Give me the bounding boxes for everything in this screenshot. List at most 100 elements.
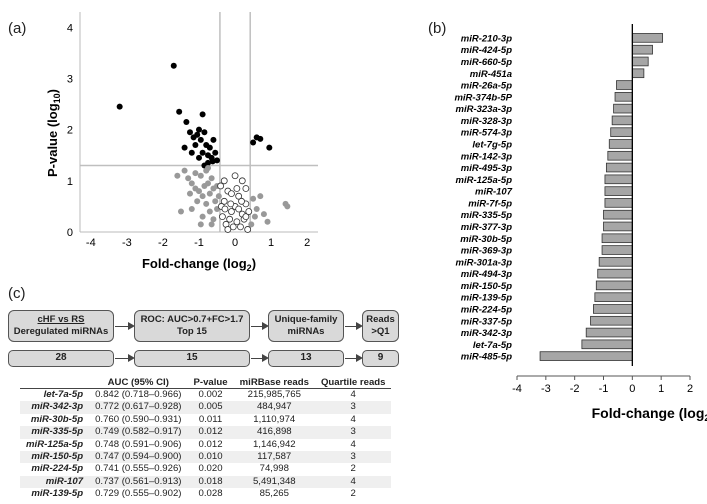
- data-point-nonsignificant: [185, 175, 192, 182]
- cell-mirna: miR-107: [20, 475, 90, 489]
- category-label: miR-125a-5p: [456, 175, 513, 186]
- panel-label-b: (b): [428, 20, 447, 37]
- data-point-below-threshold: [219, 213, 226, 221]
- data-point-below-threshold: [220, 197, 228, 205]
- bar: [608, 139, 633, 149]
- cell-mirna: miR-335-5p: [20, 426, 90, 439]
- table-row: let-7a-5p 0.842 (0.718–0.966) 0.002 215,985…: [20, 389, 391, 402]
- bar: [603, 221, 633, 232]
- category-label: let-7g-5p: [472, 139, 512, 150]
- bar: [604, 198, 633, 208]
- bar: [593, 304, 633, 314]
- data-point-nonsignificant: [197, 172, 204, 179]
- cell-reads: 85,265: [259, 488, 289, 500]
- data-point-nonsignificant: [174, 172, 181, 179]
- cell-quartile: 4: [350, 438, 356, 450]
- y-tick-label: 3: [67, 74, 73, 86]
- bar: [601, 233, 633, 244]
- data-point-below-threshold: [242, 213, 250, 221]
- bar: [595, 280, 633, 291]
- table-row: miR-139-5p 0.729 (0.555–0.902) 0.028 85,265…: [20, 488, 391, 500]
- category-label: miR-26a-5p: [461, 81, 512, 92]
- flow-arrow-1: [115, 321, 135, 330]
- x-tick-label: -1: [194, 237, 204, 249]
- cell-quartile: 3: [314, 426, 392, 439]
- flow-count-arrow-1: [115, 353, 135, 362]
- table-row: miR-150-5p 0.747 (0.594–0.900) 0.010 117,58…: [20, 451, 392, 464]
- category-label: miR-7f-5p: [468, 198, 512, 209]
- cell-quartile: 4: [350, 389, 356, 400]
- cell-pvalue: 0.010: [187, 451, 234, 464]
- category-label: miR-369-3p: [461, 246, 512, 257]
- bar: [616, 80, 633, 90]
- data-point-significant: [199, 149, 206, 156]
- data-point-significant: [170, 62, 177, 69]
- data-point-below-threshold: [217, 182, 225, 190]
- data-point-nonsignificant: [212, 198, 219, 205]
- y-tick-label: 4: [67, 22, 73, 34]
- category-labels: miR-210-3pmiR-424-5pmiR-660-5pmiR-451ami…: [454, 33, 512, 362]
- cell-quartile: 2: [350, 488, 356, 500]
- table-row: miR-107 0.737 (0.561–0.913) 0.018 5,491,348…: [20, 475, 392, 489]
- cell-auc: 0.747 (0.594–0.900): [89, 451, 188, 464]
- col-header-mirna: [20, 376, 90, 389]
- panel-label-c: (c): [8, 285, 26, 302]
- flow-step-1-title: cHF vs RS: [37, 314, 85, 325]
- data-point-below-threshold: [242, 185, 250, 192]
- category-label: miR-574-3p: [461, 128, 512, 139]
- cell-auc: 0.760 (0.590–0.931): [95, 413, 182, 425]
- flow-step-1-subtitle: Deregulated miRNAs: [13, 326, 109, 337]
- data-point-below-threshold: [244, 226, 252, 233]
- cell-reads: 74,998: [259, 463, 289, 475]
- cell-reads: 484,947: [233, 401, 315, 414]
- data-point-nonsignificant: [260, 211, 267, 218]
- data-point-significant: [206, 144, 213, 151]
- table-header-row: AUC (95% CI) P-value miRBase reads Quart…: [20, 376, 392, 389]
- data-point-significant: [116, 103, 123, 110]
- x-tick-label: 1: [268, 237, 274, 249]
- category-label: miR-328-3p: [461, 116, 512, 127]
- table-row: miR-335-5p 0.749 (0.582–0.917) 0.012 416,89…: [20, 426, 392, 439]
- data-point-nonsignificant: [181, 167, 188, 174]
- cell-auc: 0.748 (0.591–0.906): [95, 438, 182, 450]
- data-point-significant: [210, 136, 217, 143]
- category-label: miR-424-5p: [461, 45, 512, 56]
- data-point-nonsignificant: [205, 165, 212, 172]
- volcano-points: [116, 62, 291, 233]
- flow-arrow-2: [251, 321, 269, 330]
- data-point-significant: [199, 111, 206, 118]
- cell-quartile: 3: [314, 401, 392, 414]
- data-point-significant: [197, 136, 204, 143]
- cell-reads: 117,587: [233, 451, 315, 464]
- bar: [631, 44, 653, 55]
- data-point-below-threshold: [226, 215, 234, 223]
- category-label: miR-30b-5p: [460, 234, 512, 245]
- bar: [607, 150, 633, 161]
- y-tick-label: 0: [67, 227, 73, 239]
- data-point-nonsignificant: [250, 195, 257, 202]
- data-point-nonsignificant: [206, 190, 213, 197]
- data-point-nonsignificant: [199, 213, 206, 220]
- flow-arrow-3: [345, 321, 363, 330]
- category-label: miR-107: [475, 187, 513, 198]
- data-point-nonsignificant: [194, 198, 201, 205]
- data-point-nonsignificant: [199, 193, 206, 200]
- flow-step-2: ROC: AUC>0.7+FC>1.7 Top 15: [134, 310, 250, 342]
- data-point-significant: [181, 144, 188, 151]
- data-point-below-threshold: [228, 190, 235, 198]
- cell-quartile: 3: [314, 451, 392, 464]
- cell-quartile: 4: [314, 475, 392, 489]
- cell-auc: 0.842 (0.718–0.966): [95, 389, 182, 400]
- table-row: miR-125a-5p 0.748 (0.591–0.906) 0.012 1,146…: [20, 439, 391, 451]
- category-label: miR-224-5p: [461, 304, 512, 315]
- data-point-nonsignificant: [208, 175, 215, 182]
- volcano-plot: -4 -3 -2 -1 0 1 2 0 1 2 3 4 Fold-change (log2) P-va…: [45, 12, 318, 273]
- data-point-nonsignificant: [196, 188, 202, 195]
- data-point-below-threshold: [235, 192, 243, 200]
- x-tick-label: 0: [629, 383, 635, 395]
- data-point-significant: [212, 149, 219, 156]
- data-point-significant: [266, 144, 273, 151]
- cell-auc: 0.741 (0.555–0.926): [95, 463, 182, 475]
- data-point-nonsignificant: [210, 216, 217, 223]
- data-point-below-threshold: [233, 185, 241, 192]
